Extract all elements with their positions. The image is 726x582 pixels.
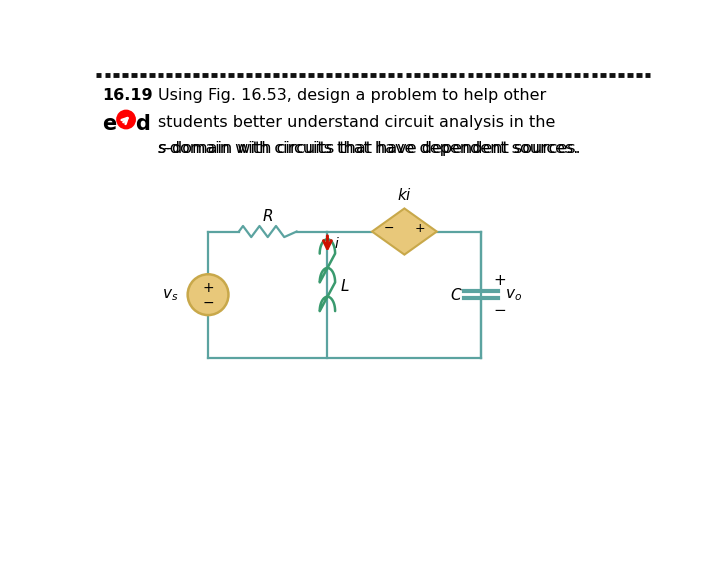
Text: $C$: $C$ (449, 287, 462, 303)
Text: −: − (493, 303, 506, 318)
Text: $v_o$: $v_o$ (505, 287, 521, 303)
Text: $v_s$: $v_s$ (163, 287, 179, 303)
Text: s-domain with circuits that have dependent sources.: s-domain with circuits that have depende… (158, 141, 581, 155)
Text: 16.19: 16.19 (102, 88, 153, 104)
Circle shape (187, 274, 229, 315)
Text: −: − (384, 222, 394, 235)
Text: −: − (203, 296, 214, 310)
Text: Using Fig. 16.53, design a problem to help other: Using Fig. 16.53, design a problem to he… (158, 88, 546, 104)
Text: $R$: $R$ (262, 208, 273, 224)
Text: $ki$: $ki$ (397, 187, 412, 203)
Text: e: e (102, 115, 117, 134)
Circle shape (117, 111, 135, 129)
Text: s: s (158, 141, 166, 155)
Text: $L$: $L$ (340, 278, 349, 294)
Text: +: + (203, 281, 214, 294)
Polygon shape (372, 208, 437, 255)
Text: +: + (415, 222, 425, 235)
Text: -domain with circuits that have dependent sources.: -domain with circuits that have dependen… (164, 141, 579, 155)
Text: d: d (135, 115, 150, 134)
Text: +: + (493, 272, 506, 288)
Text: $i$: $i$ (335, 236, 340, 251)
Text: students better understand circuit analysis in the: students better understand circuit analy… (158, 115, 555, 130)
